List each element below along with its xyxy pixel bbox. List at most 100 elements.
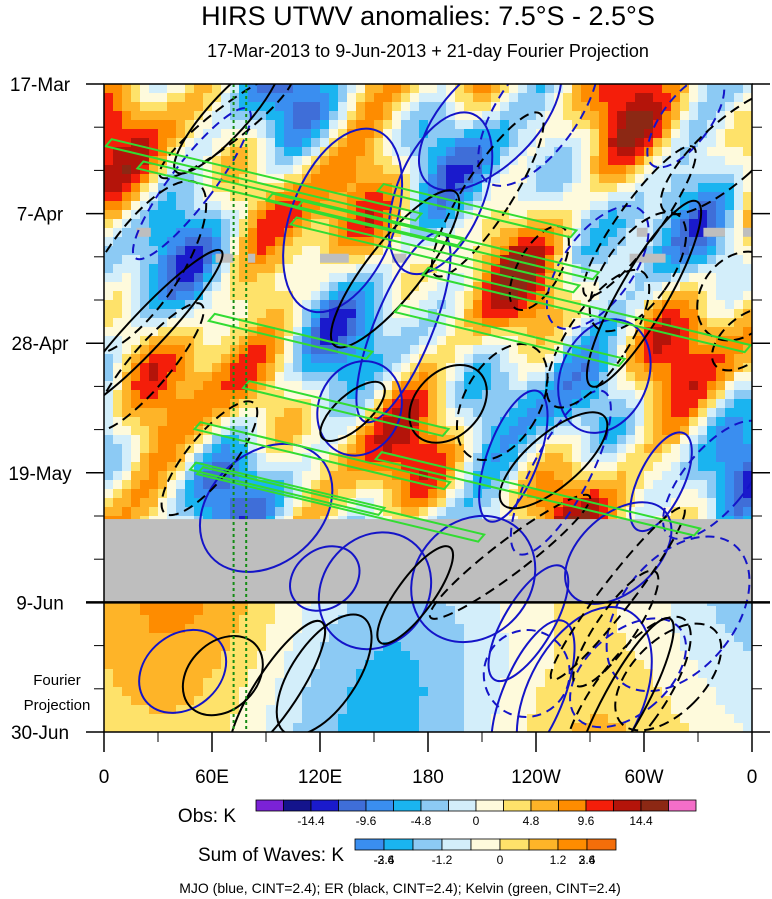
obs-cell [527, 372, 537, 382]
obs-cell [122, 192, 132, 202]
obs-cell [122, 174, 132, 184]
obs-cell [374, 507, 384, 517]
obs-cell [194, 309, 204, 319]
obs-cell [122, 318, 132, 328]
obs-cell [527, 507, 537, 517]
obs-cell [680, 624, 690, 634]
obs-cell [158, 363, 168, 373]
obs-cell [293, 615, 303, 625]
obs-cell [671, 219, 681, 229]
obs-cell [365, 498, 375, 508]
obs-cell [644, 129, 654, 139]
obs-cell [464, 678, 474, 688]
obs-cell [302, 165, 312, 175]
obs-cell [374, 201, 384, 211]
obs-cell [671, 426, 681, 436]
obs-cell [581, 93, 591, 103]
obs-cell [113, 201, 123, 211]
obs-cell [374, 678, 384, 688]
obs-cell [464, 408, 474, 418]
obs-cell [185, 471, 195, 481]
obs-cell [419, 165, 429, 175]
obs-cell [599, 660, 609, 670]
obs-cell [518, 624, 528, 634]
obs-cell [284, 462, 294, 472]
obs-cell [446, 309, 456, 319]
obs-cell [635, 219, 645, 229]
obs-cell [113, 318, 123, 328]
obs-cell [293, 228, 303, 238]
obs-cell [671, 336, 681, 346]
obs-cell [698, 93, 708, 103]
obs-cell [302, 471, 312, 481]
obs-cell [734, 471, 744, 481]
obs-cell [158, 669, 168, 679]
obs-cell [608, 444, 618, 454]
obs-cell [446, 84, 456, 94]
obs-cell [518, 309, 528, 319]
obs-cell [635, 480, 645, 490]
obs-cell [122, 102, 132, 112]
obs-cell [239, 255, 249, 265]
obs-cell [275, 642, 285, 652]
obs-cell [707, 192, 717, 202]
obs-cell [644, 417, 654, 427]
obs-cell [365, 93, 375, 103]
obs-cell [185, 228, 195, 238]
obs-cell [212, 408, 222, 418]
obs-cell [572, 507, 582, 517]
obs-cell [626, 138, 636, 148]
obs-cell [347, 696, 357, 706]
obs-cell [464, 120, 474, 130]
obs-cell [383, 399, 393, 409]
obs-cell [545, 453, 555, 463]
obs-cell [536, 642, 546, 652]
obs-cell [131, 228, 141, 238]
obs-cell [590, 147, 600, 157]
obs-cell [275, 246, 285, 256]
obs-cell [482, 147, 492, 157]
obs-cell [527, 615, 537, 625]
obs-cell [500, 687, 510, 697]
obs-cell [437, 390, 447, 400]
obs-cell [275, 147, 285, 157]
obs-cell [428, 408, 438, 418]
obs-cell [113, 246, 123, 256]
obs-cell [671, 453, 681, 463]
obs-cell [347, 165, 357, 175]
obs-cell [662, 192, 672, 202]
obs-cell [140, 651, 150, 661]
obs-cell [320, 390, 330, 400]
obs-cell [392, 327, 402, 337]
obs-cell [608, 156, 618, 166]
obs-cell [140, 642, 150, 652]
obs-cell [203, 237, 213, 247]
obs-cell [725, 642, 735, 652]
obs-cell [536, 174, 546, 184]
obs-cell [428, 615, 438, 625]
obs-cell [563, 84, 573, 94]
obs-cell [113, 192, 123, 202]
obs-cell [473, 282, 483, 292]
obs-cell [734, 165, 744, 175]
obs-cell [221, 264, 231, 274]
obs-cell [698, 165, 708, 175]
obs-cell [140, 183, 150, 193]
obs-cell [491, 633, 501, 643]
obs-cell [194, 246, 204, 256]
obs-cell [311, 381, 321, 391]
obs-cell [536, 237, 546, 247]
obs-cell [662, 336, 672, 346]
obs-cell [113, 102, 123, 112]
obs-cell [482, 498, 492, 508]
obs-cell [653, 624, 663, 634]
obs-cell [266, 264, 276, 274]
obs-cell [293, 255, 303, 265]
obs-cell [230, 471, 240, 481]
obs-cell [527, 453, 537, 463]
obs-cell [185, 669, 195, 679]
obs-cell [527, 309, 537, 319]
obs-cell [302, 381, 312, 391]
obs-cell [311, 174, 321, 184]
obs-cell [158, 300, 168, 310]
